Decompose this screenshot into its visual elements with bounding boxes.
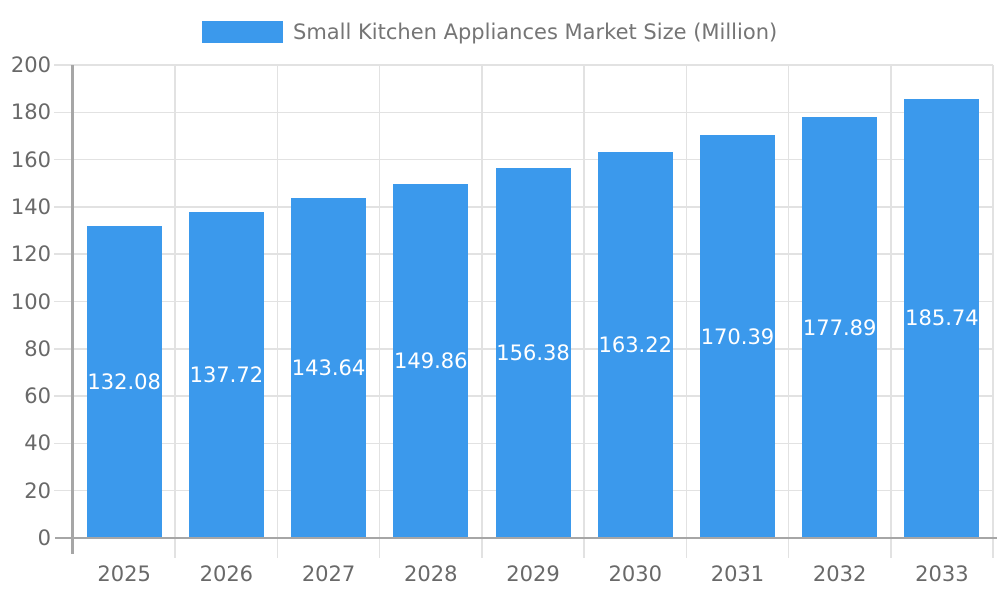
gridline-vertical	[276, 65, 279, 558]
y-axis-line	[71, 65, 74, 554]
y-axis-tick-label: 0	[37, 526, 51, 550]
y-axis-tick-label: 180	[10, 100, 51, 125]
bar-value-label-2025: 132.08	[87, 369, 161, 394]
bar-value-label-2027: 143.64	[291, 356, 366, 381]
gridline-vertical	[481, 65, 483, 558]
bar-2030	[597, 151, 673, 538]
x-axis-tick-label-2032: 2032	[812, 562, 867, 586]
gridline-vertical	[174, 65, 176, 558]
x-axis-tick-label-2025: 2025	[97, 562, 151, 586]
bar-value-label-2028: 149.86	[394, 348, 468, 373]
x-axis-tick-label-2031: 2031	[710, 562, 765, 586]
x-axis-tick-label-2033: 2033	[915, 562, 969, 586]
bar-2026	[188, 212, 264, 538]
bar-value-label-2032: 177.89	[802, 315, 877, 340]
bar-value-label-2031: 170.39	[700, 324, 775, 349]
y-axis-tick-label: 40	[24, 431, 51, 456]
y-axis-tick-label: 160	[10, 147, 51, 172]
gridline-vertical	[378, 65, 381, 558]
y-axis-tick-label: 100	[10, 289, 51, 314]
x-axis-line	[55, 536, 997, 539]
bar-2027	[291, 198, 367, 538]
bar-value-label-2033: 185.74	[905, 306, 979, 331]
gridline-horizontal	[54, 158, 993, 161]
x-axis-tick-label-2029: 2029	[506, 562, 560, 586]
bar-value-label-2030: 163.22	[598, 332, 672, 357]
y-axis-tick-label: 120	[10, 242, 51, 267]
bar-2031	[699, 135, 775, 538]
legend-label: Small Kitchen Appliances Market Size (Mi…	[293, 20, 778, 44]
x-axis-tick-label-2026: 2026	[199, 562, 254, 586]
y-axis-tick-label: 140	[10, 194, 51, 219]
bar-2029	[495, 168, 571, 538]
x-axis-tick-label-2030: 2030	[608, 562, 662, 586]
bar-2033	[904, 98, 980, 538]
bar-value-label-2026: 137.72	[189, 363, 264, 388]
legend-swatch	[202, 21, 283, 43]
y-axis-tick-label: 20	[24, 478, 51, 503]
gridline-vertical	[685, 65, 688, 558]
gridline-horizontal	[54, 64, 993, 66]
bar-2028	[393, 183, 469, 538]
gridline-vertical	[992, 65, 994, 558]
gridline-vertical	[890, 65, 892, 558]
y-axis-tick-label: 60	[24, 384, 51, 409]
y-axis-tick-label: 200	[10, 53, 51, 77]
gridline-horizontal	[54, 111, 993, 114]
bar-2032	[802, 117, 878, 538]
bar-2025	[86, 225, 162, 538]
gridline-vertical	[583, 65, 585, 558]
bar-value-label-2029: 156.38	[496, 341, 570, 366]
gridline-vertical	[787, 65, 790, 558]
x-axis-tick-label-2028: 2028	[404, 562, 458, 586]
x-axis-tick-label-2027: 2027	[301, 562, 356, 586]
y-axis-tick-label: 80	[24, 336, 51, 361]
chart-legend: Small Kitchen Appliances Market Size (Mi…	[0, 0, 1000, 60]
